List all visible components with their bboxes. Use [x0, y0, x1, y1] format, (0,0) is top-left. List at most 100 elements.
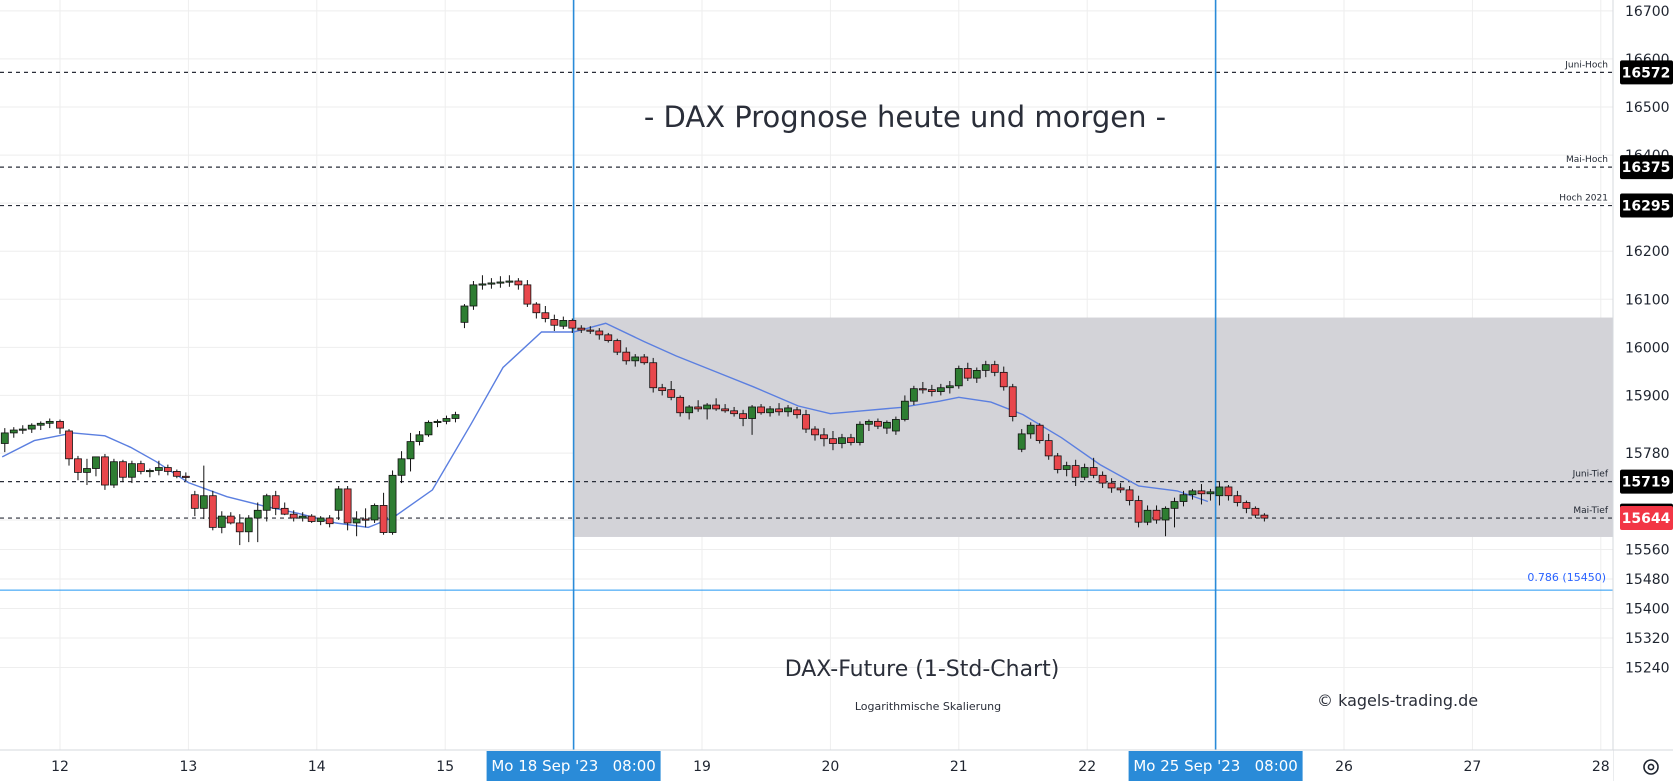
candle-body [101, 456, 109, 486]
candle-body [649, 362, 658, 389]
candle-body [119, 461, 127, 478]
candle-138 [1242, 500, 1251, 514]
candle-102 [918, 381, 927, 394]
candle-0 [0, 428, 9, 453]
candle-body [1116, 487, 1125, 491]
level-badge-1: 16375 [1620, 155, 1673, 180]
candle-121 [1089, 457, 1098, 479]
candle-107 [963, 362, 972, 381]
candle-62 [559, 316, 568, 330]
candle-68 [613, 338, 622, 356]
candle-body [163, 467, 172, 472]
candle-body [1080, 467, 1089, 478]
candle-body [631, 356, 640, 362]
candle-28 [253, 502, 262, 543]
level-label-3: Juni-Tief [1572, 470, 1609, 480]
level-badge-3-text: 15719 [1622, 475, 1671, 491]
candle-body [739, 413, 747, 419]
candle-46 [415, 430, 424, 446]
candle-body [83, 468, 91, 473]
level-badge-0: 16572 [1620, 60, 1673, 85]
candle-64 [577, 325, 586, 333]
candle-body [613, 340, 622, 353]
candle-53 [478, 275, 487, 290]
candle-66 [595, 328, 604, 340]
candle-body [1089, 467, 1098, 476]
price-tick-13: 15400 [1625, 602, 1670, 618]
candle-13 [119, 459, 127, 483]
candle-body [658, 387, 667, 392]
candle-96 [865, 419, 873, 431]
candle-41 [370, 503, 379, 523]
candle-body [433, 420, 442, 423]
level-badge-0-bg [1620, 60, 1673, 85]
candle-130 [1170, 497, 1179, 528]
candle-80 [721, 404, 730, 413]
candle-83 [748, 405, 756, 435]
marker-badge-text: Mo 18 Sep '23 08:00 [491, 757, 656, 775]
time-axis[interactable]: 12 13 14 15 19 20 21 22 26 27 28 Mo 18 Sep '23 08:0… [0, 749, 1673, 781]
candle-65 [586, 326, 595, 334]
price-tick-2: 16500 [1625, 100, 1670, 116]
candle-body [1152, 509, 1161, 521]
level-badge-1-text: 16375 [1622, 160, 1671, 176]
candle-body [505, 280, 514, 283]
candle-body [703, 404, 712, 410]
candle-body [487, 282, 496, 285]
candle-body [559, 320, 568, 327]
candle-139 [1251, 506, 1260, 519]
time-tick-1: 13 [179, 759, 197, 775]
candle-78 [703, 403, 712, 420]
time-tick-2: 14 [308, 759, 326, 775]
candle-72 [649, 357, 658, 393]
candle-27 [244, 515, 253, 543]
price-badge-1-text: 15644 [1622, 511, 1671, 527]
candle-body [1098, 474, 1107, 484]
candle-body [1107, 482, 1116, 489]
candle-140 [1260, 513, 1269, 522]
candle-82 [739, 409, 747, 427]
candle-115 [1035, 423, 1044, 444]
price-axis[interactable]: 1670016600165001640016300162001610016000… [1612, 0, 1673, 781]
price-tick-8: 15900 [1625, 388, 1670, 404]
candle-body [415, 434, 424, 442]
candle-100 [900, 395, 909, 422]
price-tick-11: 15560 [1625, 543, 1670, 559]
candle-body [235, 522, 244, 533]
candle-body [541, 312, 550, 319]
candle-body [918, 388, 927, 391]
candle-body [1008, 386, 1017, 417]
candle-134 [1206, 488, 1215, 501]
candle-body [397, 458, 406, 476]
candle-86 [775, 403, 783, 416]
gear-icon[interactable] [1643, 759, 1659, 775]
price-badge-1-bg [1620, 506, 1673, 531]
candle-38 [343, 485, 352, 531]
candle-32 [289, 510, 298, 522]
candle-body [110, 461, 118, 486]
candle-57 [514, 278, 523, 290]
candle-body [990, 364, 999, 373]
candle-body [1071, 465, 1080, 478]
candle-43 [388, 470, 397, 535]
ma-line [1, 322, 1209, 529]
candle-body [1197, 490, 1206, 495]
candle-body [1017, 433, 1026, 450]
level-label-1: Mai-Hoch [1566, 155, 1608, 165]
candle-49 [442, 415, 451, 425]
candle-22 [199, 465, 208, 520]
price-tick-5: 16200 [1625, 244, 1670, 260]
candle-body [1170, 501, 1179, 509]
candle-body [424, 421, 433, 436]
candle-body [640, 356, 649, 364]
candle-126 [1134, 495, 1143, 528]
candle-14 [128, 460, 136, 484]
candle-body [1044, 440, 1053, 457]
candle-body [451, 414, 460, 419]
candle-body [802, 414, 810, 430]
candle-body [190, 494, 199, 509]
candle-body [352, 518, 361, 524]
candle-body [712, 404, 721, 410]
